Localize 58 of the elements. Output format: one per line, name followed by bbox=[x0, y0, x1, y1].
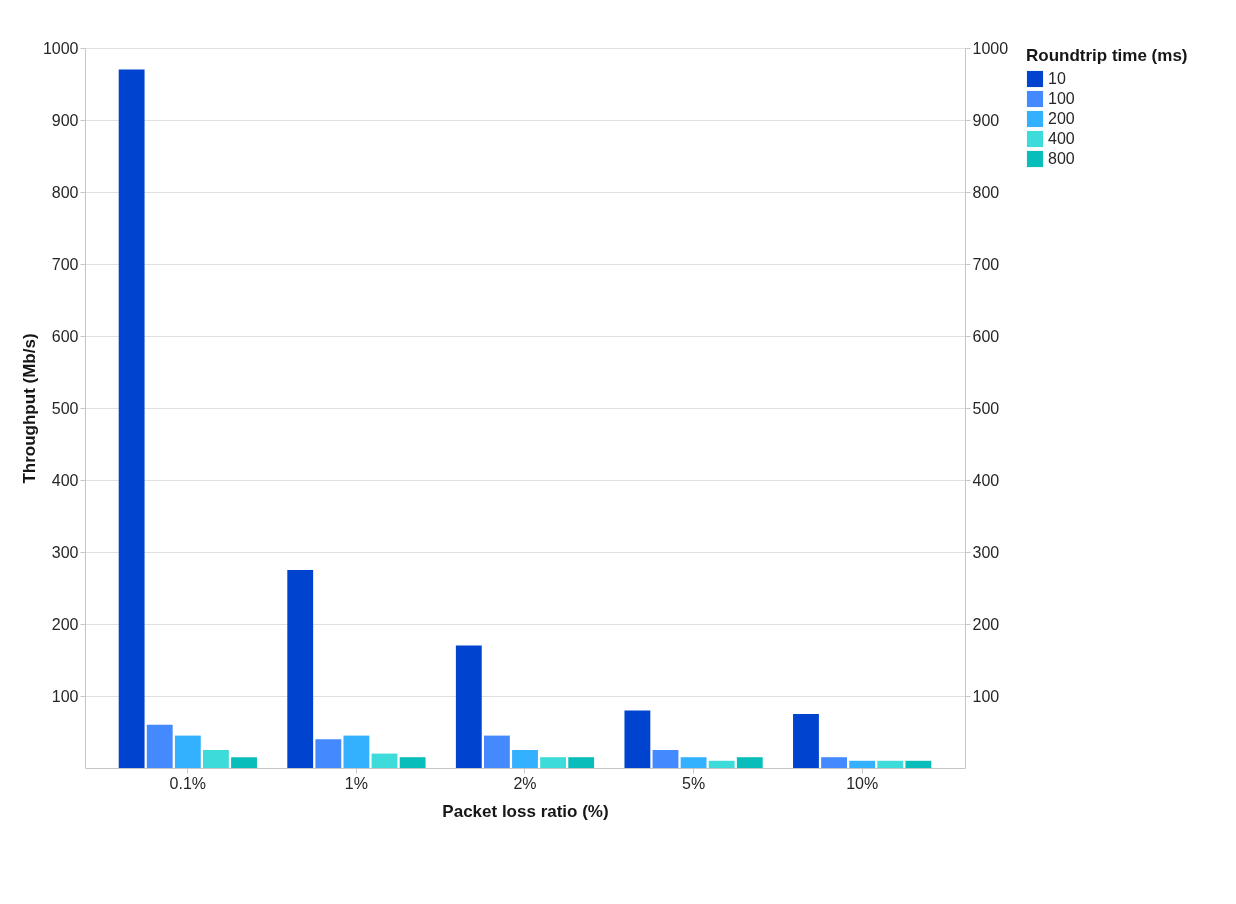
bar bbox=[624, 710, 651, 768]
y2-tick-label: 1000 bbox=[972, 39, 1009, 57]
bar bbox=[680, 757, 707, 768]
y-tick-label: 600 bbox=[51, 327, 79, 345]
y2-tick-label: 100 bbox=[972, 687, 1000, 705]
bar bbox=[455, 645, 482, 768]
legend-title: Roundtrip time (ms) bbox=[1026, 46, 1188, 65]
y2-tick-label: 400 bbox=[972, 471, 1000, 489]
x-tick-label: 0.1% bbox=[169, 774, 207, 792]
bar bbox=[315, 739, 342, 768]
y2-tick-label: 900 bbox=[972, 111, 1000, 129]
x-tick-label: 10% bbox=[846, 774, 879, 792]
bar bbox=[146, 724, 173, 768]
bar bbox=[231, 757, 257, 768]
bar bbox=[905, 760, 932, 768]
y-tick-label: 500 bbox=[51, 399, 79, 417]
x-tick-label: 2% bbox=[513, 774, 537, 792]
bar bbox=[793, 714, 819, 768]
y-tick-label: 1000 bbox=[42, 39, 79, 57]
y-tick-label: 200 bbox=[51, 615, 79, 633]
bar bbox=[877, 760, 904, 768]
y2-tick-label: 200 bbox=[972, 615, 1000, 633]
y2-tick-label: 800 bbox=[972, 183, 1000, 201]
legend-label: 200 bbox=[1048, 110, 1075, 127]
bar bbox=[343, 735, 370, 768]
x-tick-label: 5% bbox=[682, 774, 706, 792]
y-tick-label: 400 bbox=[51, 471, 79, 489]
y-tick-label: 800 bbox=[51, 183, 79, 201]
legend-label: 400 bbox=[1048, 130, 1075, 147]
bar bbox=[540, 757, 567, 768]
legend-label: 100 bbox=[1048, 90, 1075, 107]
x-axis-title: Packet loss ratio (%) bbox=[442, 801, 609, 821]
bar bbox=[399, 757, 426, 768]
bar bbox=[821, 757, 847, 768]
legend-label: 10 bbox=[1048, 70, 1066, 87]
bar bbox=[203, 750, 229, 768]
y-tick-label: 900 bbox=[51, 111, 79, 129]
bar bbox=[371, 753, 398, 768]
y-tick-label: 100 bbox=[51, 687, 79, 705]
y-tick-label: 700 bbox=[51, 255, 79, 273]
bar bbox=[118, 69, 145, 768]
y-axis-title: Throughput (Mb/s) bbox=[19, 333, 39, 484]
bar bbox=[736, 757, 763, 768]
y2-tick-label: 500 bbox=[972, 399, 1000, 417]
y2-tick-label: 300 bbox=[972, 543, 1000, 561]
bar bbox=[287, 570, 314, 768]
x-tick-label: 1% bbox=[344, 774, 368, 792]
y-tick-label: 300 bbox=[51, 543, 79, 561]
y2-tick-label: 700 bbox=[972, 255, 1000, 273]
bar bbox=[512, 750, 538, 768]
legend-label: 800 bbox=[1048, 150, 1075, 167]
y2-tick-label: 600 bbox=[972, 327, 1000, 345]
bar bbox=[568, 757, 595, 768]
bar bbox=[652, 750, 679, 768]
bar bbox=[483, 735, 510, 768]
bar bbox=[708, 760, 735, 768]
bar bbox=[174, 735, 201, 768]
bar bbox=[849, 760, 876, 768]
